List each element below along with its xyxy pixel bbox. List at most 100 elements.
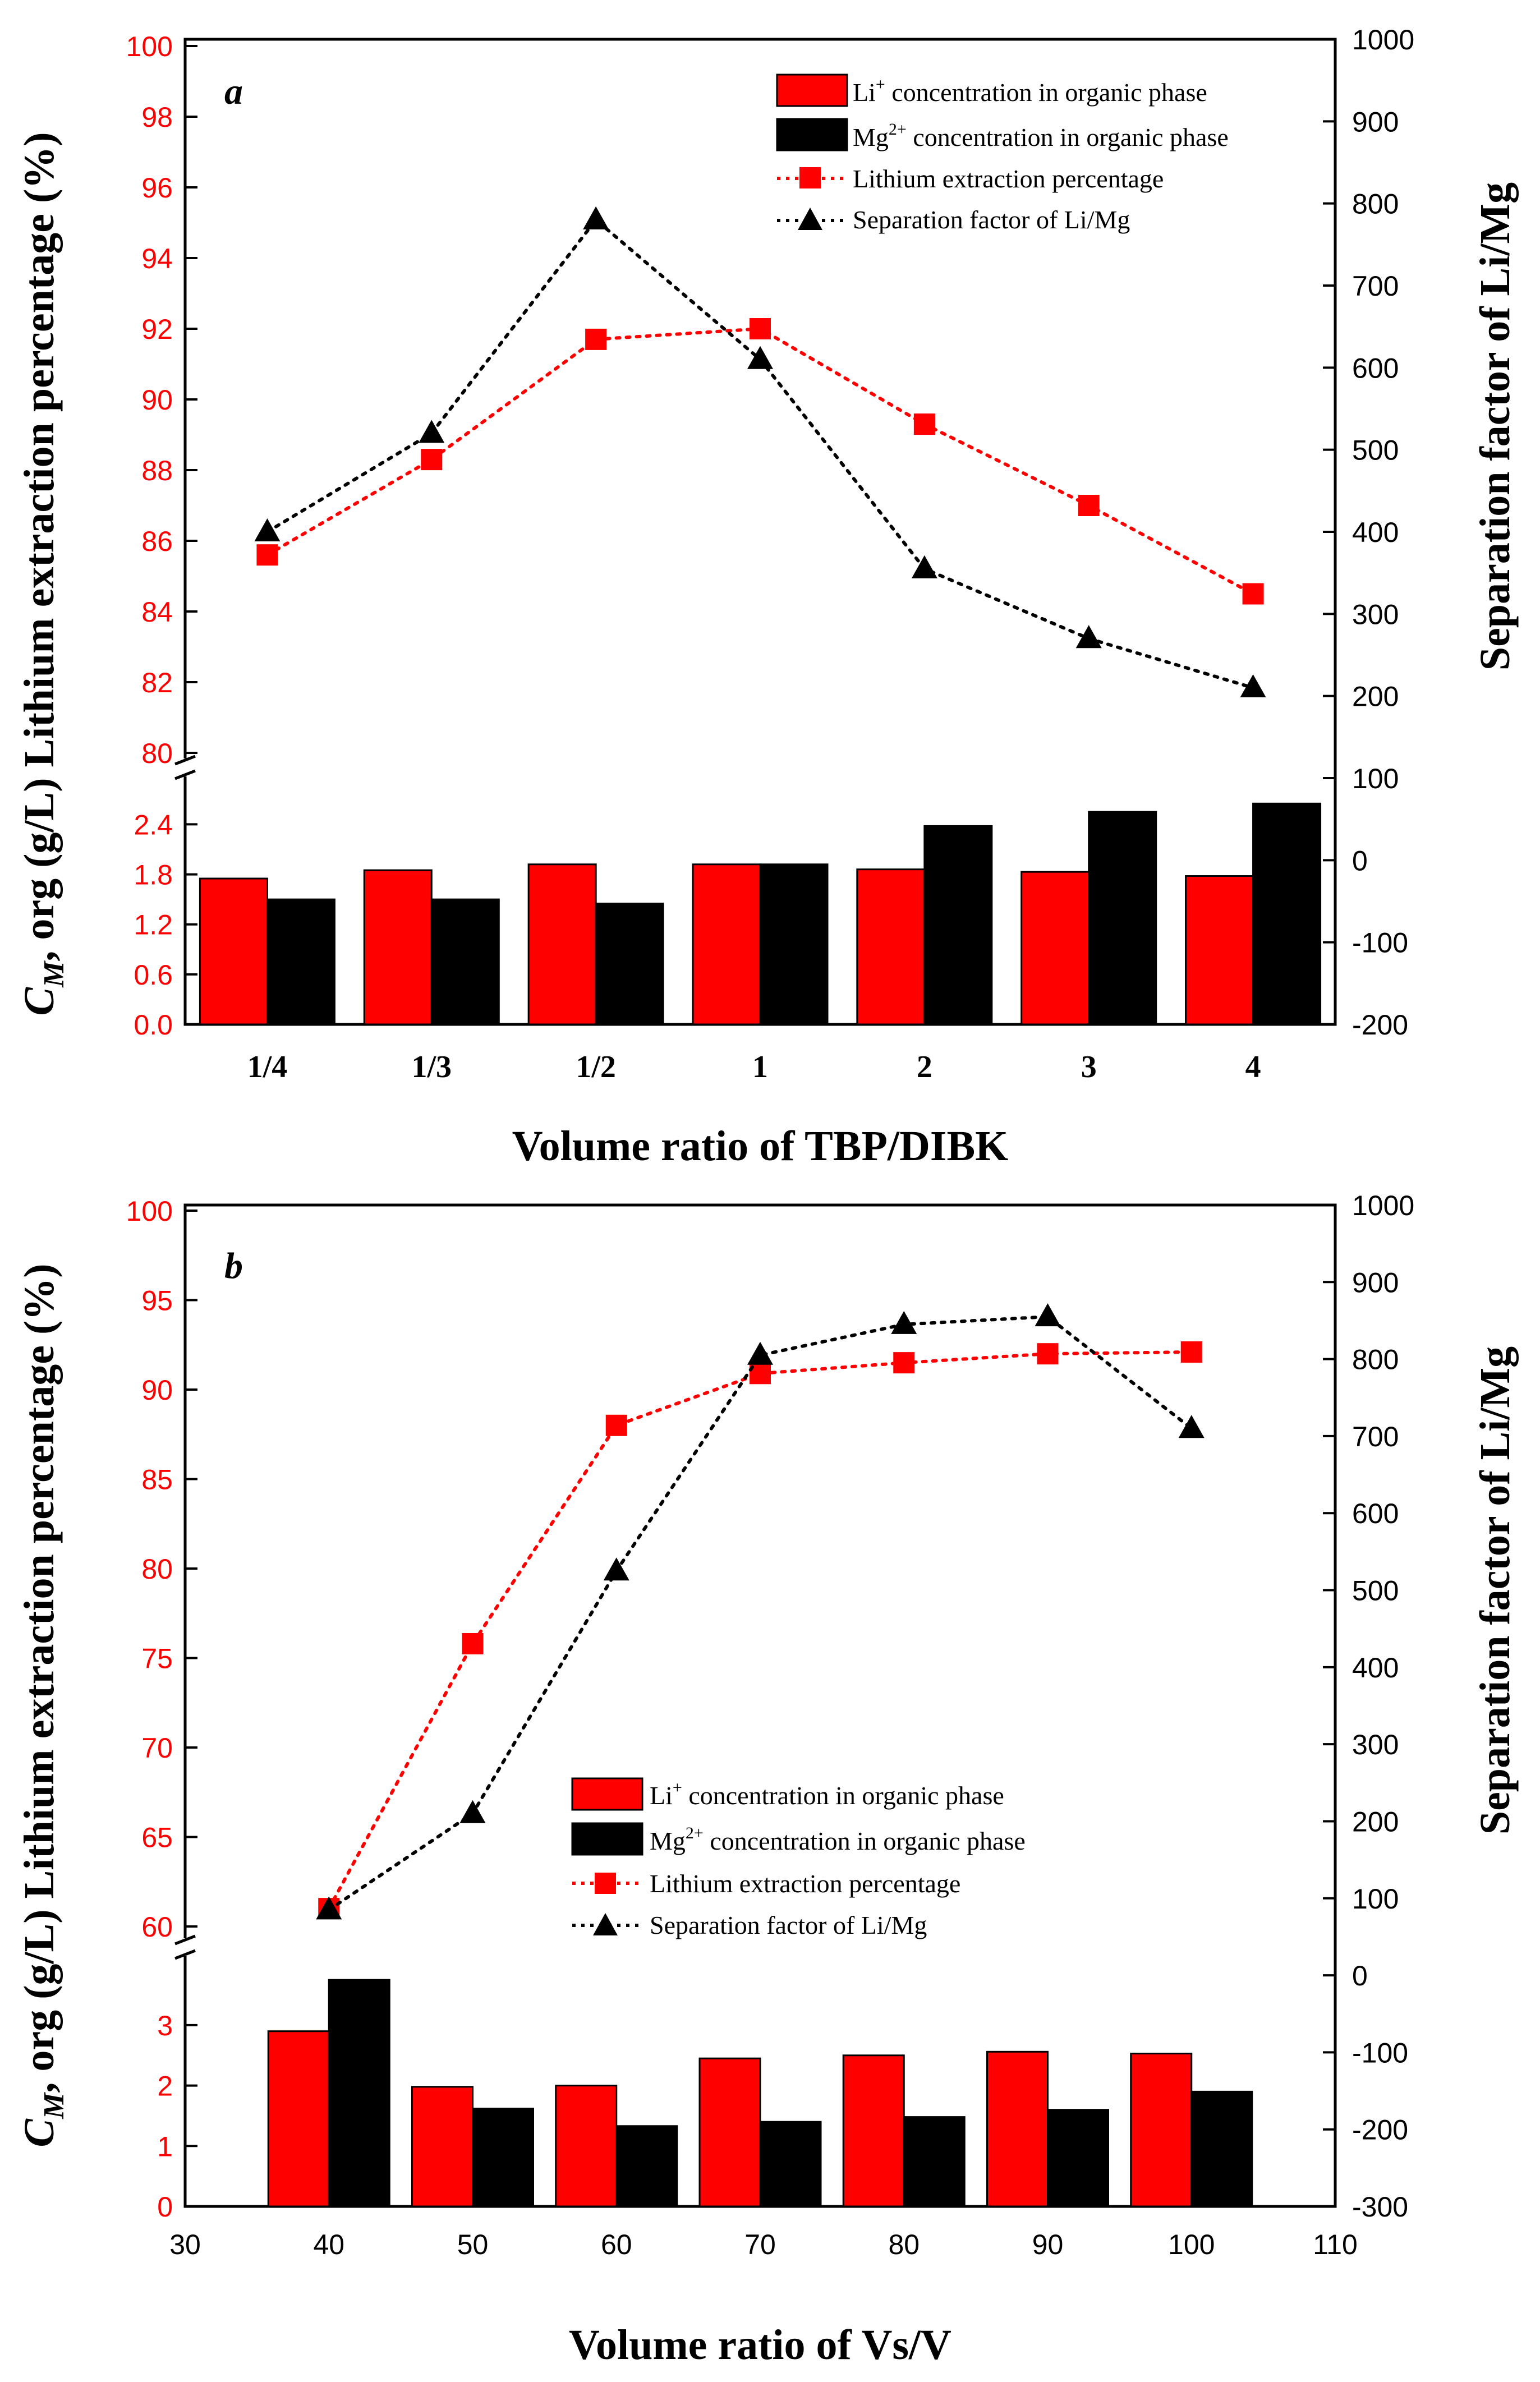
x-tick-label: 1/4 [247,1050,288,1084]
li-concentration-bar [692,863,761,1026]
legend-mg-label: Mg2+ concentration in organic phase [650,1824,1026,1855]
right-tick-label: -100 [1352,2037,1408,2068]
mg-concentration-bar [328,1979,390,2208]
extraction-percentage-point [462,1633,484,1654]
right-tick-label: 100 [1352,763,1399,794]
li-concentration-bar [698,2057,761,2208]
x-tick-label: 80 [888,2229,920,2260]
panel-b-xlabel: Volume ratio of Vs/V [569,2321,951,2369]
li-concentration-bar [842,2054,905,2208]
extraction-percentage-point [256,544,278,566]
legend-li-swatch [571,1777,643,1811]
mg-concentration-bar [595,903,664,1026]
right-tick-label: -200 [1352,1009,1408,1041]
left-bottom-tick-label: 0 [157,2191,173,2223]
li-concentration-bar [1185,875,1254,1026]
extraction-percentage-point [913,413,935,435]
left-bottom-tick-label: 1.8 [134,859,173,891]
left-top-tick-label: 60 [141,1911,173,1943]
left-top-tick-label: 84 [141,596,173,628]
legend-li-label: Li+ concentration in organic phase [853,75,1207,107]
left-top-tick-label: 94 [141,243,173,274]
x-tick-label: 70 [744,2229,776,2260]
panel-b-ylabel-right: Separation factor of Li/Mg [1472,1346,1519,1834]
left-bottom-tick-label: 1.2 [134,909,173,941]
right-tick-label: 200 [1352,1806,1399,1837]
panel-b-ylabel-left: CM, org (g/L) Lithium extraction percent… [16,1263,70,2147]
li-concentration-bar [199,877,268,1026]
right-tick-label: -100 [1352,927,1408,959]
right-tick-label: 600 [1352,352,1399,384]
separation-factor-point [747,346,773,369]
right-tick-label: 200 [1352,681,1399,712]
right-tick-label: 1000 [1352,24,1414,56]
mg-concentration-bar [430,898,500,1026]
panel-b-axis-break-mark [174,1934,196,1946]
extraction-percentage-point [1078,495,1100,516]
separation-factor-point [747,1341,773,1365]
left-top-tick-label: 88 [141,455,173,486]
right-tick-label: 900 [1352,106,1399,137]
x-tick-label: 1 [752,1050,768,1084]
left-top-tick-label: 75 [141,1643,173,1675]
legend-sep-label: Separation factor of Li/Mg [650,1911,927,1939]
left-top-tick-label: 80 [141,738,173,769]
right-tick-label: 1000 [1352,1190,1414,1221]
right-tick-label: 300 [1352,599,1399,630]
right-tick-label: 700 [1352,270,1399,302]
right-tick-label: 800 [1352,1344,1399,1376]
panel-b-bars [267,1979,1253,2208]
legend-ext-marker [799,167,821,188]
left-top-tick-label: 98 [141,102,173,133]
separation-factor-point [316,1896,342,1920]
legend-ext-label: Lithium extraction percentage [853,164,1164,193]
left-top-tick-label: 100 [126,31,173,62]
left-bottom-tick-label: 2 [157,2071,173,2102]
separation-factor-point [254,518,281,541]
panel-a-axis-break-mark [174,755,196,766]
x-tick-label: 100 [1168,2229,1215,2260]
right-tick-label: 100 [1352,1883,1399,1915]
legend-sep-label: Separation factor of Li/Mg [853,205,1130,234]
separation-factor-point [583,206,609,229]
panel-b-ticks: 60657075808590951000123-300-200-10001002… [126,1190,1415,2260]
extraction-percentage-point [585,328,607,350]
x-tick-label: 4 [1245,1050,1261,1084]
legend-li-label: Li+ concentration in organic phase [650,1778,1004,1810]
panel-b: 60657075808590951000123-300-200-10001002… [16,1190,1519,2369]
left-top-tick-label: 70 [141,1732,173,1764]
separation-factor-point [1035,1303,1061,1327]
extraction-percentage-point [1180,1341,1202,1363]
left-bottom-tick-label: 0.0 [134,1009,173,1041]
separation-factor-point [1075,625,1102,649]
left-bottom-tick-label: 2.4 [134,809,173,840]
legend-li-swatch [776,73,848,107]
legend-sep-marker [593,1913,618,1935]
panel-b-legend: Li+ concentration in organic phase Mg2+ … [571,1777,1026,1939]
mg-concentration-bar [266,898,335,1026]
li-concentration-bar [555,2085,618,2208]
li-concentration-bar [986,2050,1049,2208]
x-tick-label: 40 [313,2229,344,2260]
legend-ext-label: Lithium extraction percentage [650,1869,960,1898]
panel-a-ticks: 80 82 84 86 88 90 92 94 96 98 100 0.0 0.6 1.2 1.8 2.4 -2… [126,24,1415,1084]
extraction-percentage-point [750,318,771,339]
mg-concentration-bar [1047,2109,1109,2208]
left-top-tick-label: 90 [141,384,173,416]
x-tick-label: 2 [917,1050,932,1084]
li-concentration-bar [1130,2053,1193,2208]
right-tick-label: 400 [1352,517,1399,548]
panel-b-lines [316,1303,1205,1920]
li-concentration-bar [527,863,597,1026]
separation-factor-line [327,1315,1193,1912]
separation-factor-point [891,1310,917,1334]
left-top-tick-label: 92 [141,314,173,345]
right-tick-label: 500 [1352,435,1399,466]
left-top-tick-label: 85 [141,1464,173,1496]
x-tick-label: 30 [169,2229,201,2260]
extraction-percentage-point [1242,583,1264,605]
panel-a-ylabel-right: Separation factor of Li/Mg [1472,182,1519,670]
mg-concentration-bar [1252,802,1322,1026]
separation-factor-point [459,1800,486,1823]
mg-concentration-bar [759,2121,822,2208]
